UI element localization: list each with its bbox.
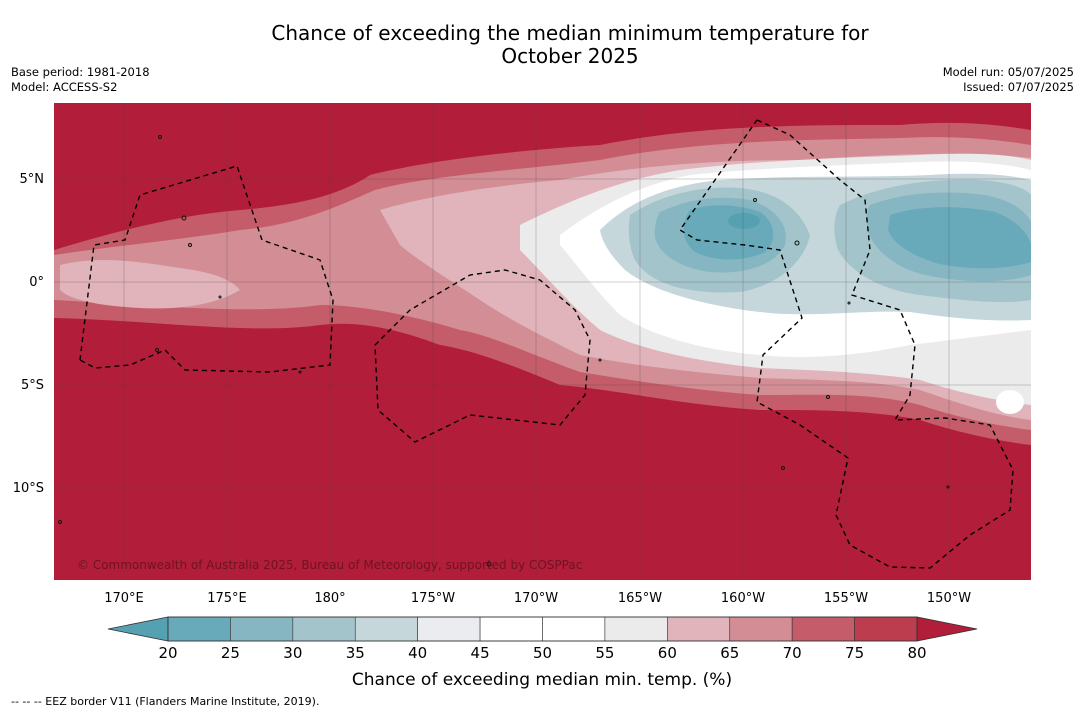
colorbar-tick-label: 25 — [221, 644, 240, 662]
lon-label: 180° — [314, 591, 345, 606]
base-period: Base period: 1981-2018 — [11, 65, 150, 79]
colorbar-tick-label: 80 — [907, 644, 926, 662]
colorbar-cell — [354, 616, 418, 642]
colorbar-tick-label: 40 — [408, 644, 427, 662]
colorbar-cell — [230, 616, 294, 642]
eez-legend-note: -- -- -- EEZ border V11 (Flanders Marine… — [11, 695, 320, 708]
colorbar-cell — [417, 616, 481, 642]
lon-label: 170°W — [514, 591, 558, 606]
lat-label: 10°S — [13, 481, 44, 496]
colorbar-cell — [542, 616, 606, 642]
colorbar-tick-label: 60 — [658, 644, 677, 662]
lon-axis: 170°E 175°E 180° 175°W 170°W 165°W 160°W… — [104, 591, 971, 606]
colorbar-tick-label: 30 — [283, 644, 302, 662]
lat-label: 5°N — [20, 172, 45, 187]
title-line-2: October 2025 — [501, 44, 639, 68]
colorbar-tick-label: 45 — [471, 644, 490, 662]
colorbar-cell — [729, 616, 793, 642]
lat-axis: 5°N 0° 5°S 10°S — [13, 172, 44, 496]
lon-label: 175°W — [411, 591, 455, 606]
model-run: Model run: 05/07/2025 — [942, 65, 1074, 79]
title-line-1: Chance of exceeding the median minimum t… — [271, 21, 869, 45]
lon-label: 175°E — [207, 591, 247, 606]
lon-label: 165°W — [618, 591, 662, 606]
colorbar-cell — [167, 616, 231, 642]
gridlines — [54, 103, 1031, 580]
meta-left: Base period: 1981-2018 Model: ACCESS-S2 — [11, 65, 150, 95]
colorbar-label: Chance of exceeding median min. temp. (%… — [352, 670, 732, 690]
colorbar-tick-label: 50 — [533, 644, 552, 662]
colorbar-cell — [667, 616, 731, 642]
eez-borders — [79, 119, 1014, 569]
colorbar-cell — [479, 616, 543, 642]
lon-label: 160°W — [721, 591, 765, 606]
colorbar-tick-label: 20 — [158, 644, 177, 662]
colorbar-cell — [791, 616, 855, 642]
lat-label: 0° — [29, 275, 44, 290]
colorbar-high-arrow — [916, 616, 978, 642]
islands — [58, 135, 950, 567]
lon-label: 170°E — [104, 591, 144, 606]
colorbar-tick-label: 70 — [783, 644, 802, 662]
colorbar-cell — [604, 616, 668, 642]
colorbar-cell — [854, 616, 918, 642]
model-name: Model: ACCESS-S2 — [11, 80, 118, 94]
probability-field — [54, 103, 1031, 580]
colorbar-tick-label: 35 — [346, 644, 365, 662]
lat-label: 5°S — [21, 378, 44, 393]
lon-label: 150°W — [927, 591, 971, 606]
copyright-notice: © Commonwealth of Australia 2025, Bureau… — [77, 558, 583, 572]
colorbar-tick-label: 75 — [845, 644, 864, 662]
meta-right: Model run: 05/07/2025 Issued: 07/07/2025 — [943, 65, 1074, 95]
colorbar: 20 25 30 35 40 45 50 55 60 65 70 75 80 Chance of exc… — [107, 616, 978, 690]
colorbar-cell — [292, 616, 356, 642]
colorbar-low-arrow — [107, 616, 169, 642]
lon-label: 155°W — [824, 591, 868, 606]
issued-date: Issued: 07/07/2025 — [963, 80, 1074, 94]
map-title: Chance of exceeding the median minimum t… — [0, 22, 1085, 68]
colorbar-tick-label: 55 — [595, 644, 614, 662]
colorbar-tick-label: 65 — [720, 644, 739, 662]
